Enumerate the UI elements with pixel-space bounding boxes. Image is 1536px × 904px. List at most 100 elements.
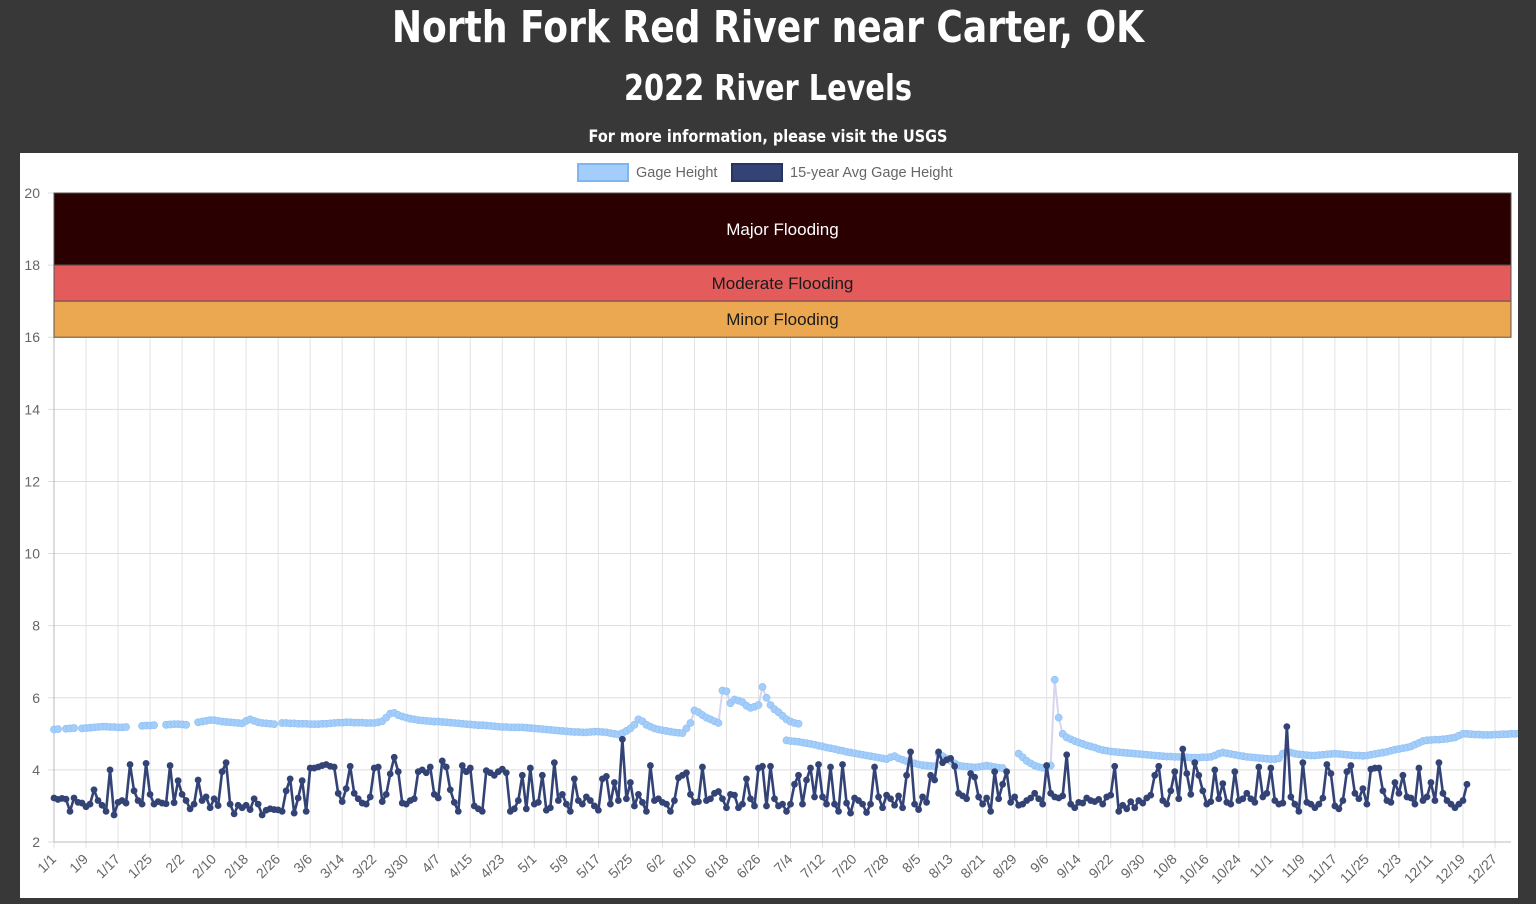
avg-gage-height-point bbox=[386, 770, 394, 778]
avg-gage-height-point bbox=[534, 798, 542, 806]
avg-gage-height-point bbox=[562, 800, 570, 808]
avg-gage-height-point bbox=[803, 776, 810, 784]
avg-gage-height-point bbox=[903, 771, 910, 779]
avg-gage-height-point bbox=[86, 800, 94, 808]
avg-gage-height-point bbox=[887, 795, 894, 803]
avg-gage-height-point bbox=[102, 807, 110, 815]
avg-gage-height-point bbox=[715, 788, 722, 795]
avg-gage-height-point bbox=[663, 800, 670, 808]
avg-gage-height-point bbox=[1251, 798, 1259, 806]
y-tick-label: 18 bbox=[24, 257, 40, 273]
avg-gage-height-point bbox=[146, 791, 154, 798]
avg-gage-height-point bbox=[1291, 800, 1299, 808]
avg-gage-height-point bbox=[975, 793, 983, 801]
legend-label[interactable]: Gage Height bbox=[636, 165, 717, 181]
avg-gage-height-point bbox=[1151, 771, 1159, 779]
legend-swatch[interactable] bbox=[731, 163, 783, 182]
avg-gage-height-point bbox=[963, 795, 971, 803]
avg-gage-height-point bbox=[226, 800, 234, 808]
avg-gage-height-point bbox=[514, 797, 522, 804]
legend-swatch[interactable] bbox=[577, 163, 629, 182]
avg-gage-height-point bbox=[218, 768, 226, 776]
avg-gage-height-point bbox=[639, 798, 646, 806]
avg-gage-height-point bbox=[743, 775, 750, 783]
avg-gage-height-point bbox=[1279, 799, 1287, 807]
avg-gage-height-point bbox=[126, 761, 134, 768]
avg-gage-height-point bbox=[62, 795, 70, 803]
avg-gage-height-point bbox=[1035, 795, 1043, 803]
avg-gage-height-point bbox=[1003, 768, 1011, 776]
avg-gage-height-point bbox=[739, 800, 746, 808]
avg-gage-height-point bbox=[70, 794, 78, 802]
avg-gage-height-point bbox=[1243, 789, 1251, 797]
x-tick-label: 1/17 bbox=[93, 851, 124, 882]
avg-gage-height-point bbox=[1115, 807, 1123, 815]
avg-gage-height-point bbox=[1107, 791, 1115, 799]
avg-gage-height-point bbox=[763, 802, 770, 810]
avg-gage-height-point bbox=[643, 807, 650, 815]
avg-gage-height-point bbox=[1111, 762, 1119, 770]
avg-gage-height-point bbox=[895, 792, 902, 800]
avg-gage-height-point bbox=[1039, 800, 1047, 808]
avg-gage-height-point bbox=[434, 794, 442, 802]
avg-gage-height-point bbox=[566, 807, 574, 815]
avg-gage-height-point bbox=[538, 771, 546, 779]
avg-gage-height-point bbox=[210, 795, 218, 803]
avg-gage-height-point bbox=[1167, 787, 1175, 795]
avg-gage-height-point bbox=[1431, 797, 1439, 804]
avg-gage-height-point bbox=[302, 807, 310, 815]
avg-gage-height-point bbox=[707, 795, 714, 803]
avg-gage-height-point bbox=[342, 785, 350, 793]
flood-band-label: Major Flooding bbox=[726, 220, 838, 239]
avg-gage-height-point bbox=[410, 795, 418, 803]
x-tick-label: 4/7 bbox=[418, 851, 443, 876]
x-tick-label: 2/10 bbox=[189, 851, 220, 882]
avg-gage-height-point bbox=[1343, 768, 1351, 776]
avg-gage-height-point bbox=[98, 801, 106, 809]
avg-gage-height-point bbox=[795, 771, 802, 779]
avg-gage-height-point bbox=[66, 807, 74, 815]
avg-gage-height-point bbox=[779, 800, 786, 808]
avg-gage-height-point bbox=[807, 764, 814, 772]
avg-gage-height-point bbox=[1095, 796, 1103, 803]
avg-gage-height-point bbox=[1219, 780, 1227, 787]
x-tick-label: 3/6 bbox=[290, 851, 315, 876]
avg-gage-height-point bbox=[907, 748, 914, 756]
avg-gage-height-point bbox=[618, 735, 626, 743]
avg-gage-height-point bbox=[178, 791, 186, 798]
usgs-link[interactable]: USGS bbox=[903, 127, 948, 147]
avg-gage-height-point bbox=[687, 791, 694, 798]
flood-band-major-flooding bbox=[53, 192, 1512, 266]
avg-gage-height-point bbox=[438, 757, 446, 765]
avg-gage-height-point bbox=[570, 775, 578, 783]
x-tick-label: 11/25 bbox=[1337, 851, 1373, 887]
avg-gage-height-point bbox=[166, 762, 174, 769]
y-tick-label: 6 bbox=[32, 690, 40, 706]
avg-gage-height-point bbox=[879, 804, 886, 812]
avg-gage-height-point bbox=[1231, 768, 1239, 776]
avg-gage-height-point bbox=[1299, 759, 1307, 767]
avg-gage-height-point bbox=[466, 764, 474, 772]
avg-gage-height-point bbox=[1155, 762, 1163, 770]
x-tick-label: 5/17 bbox=[573, 851, 604, 882]
legend-label[interactable]: 15-year Avg Gage Height bbox=[790, 165, 953, 181]
avg-gage-height-point bbox=[1463, 780, 1471, 788]
avg-gage-height-point bbox=[1335, 805, 1343, 813]
x-tick-label: 2/2 bbox=[162, 851, 187, 876]
avg-gage-height-point bbox=[1175, 795, 1183, 803]
flood-band-label: Minor Flooding bbox=[726, 310, 838, 329]
avg-gage-height-point bbox=[1295, 807, 1303, 815]
x-tick-label: 1/1 bbox=[34, 851, 59, 876]
avg-gage-height-point bbox=[1347, 762, 1355, 769]
avg-gage-height-point bbox=[843, 799, 850, 807]
avg-gage-height-point bbox=[819, 793, 826, 801]
x-tick-label: 5/9 bbox=[546, 851, 571, 876]
avg-gage-height-point bbox=[1127, 798, 1135, 806]
avg-gage-height-point bbox=[254, 800, 262, 808]
gage-height-line bbox=[1017, 679, 1536, 769]
avg-gage-height-point bbox=[502, 769, 510, 777]
x-tick-label: 8/5 bbox=[899, 851, 924, 876]
avg-gage-height-point bbox=[374, 763, 382, 771]
page-subtitle: 2022 River Levels bbox=[624, 68, 912, 109]
avg-gage-height-point bbox=[614, 797, 622, 804]
